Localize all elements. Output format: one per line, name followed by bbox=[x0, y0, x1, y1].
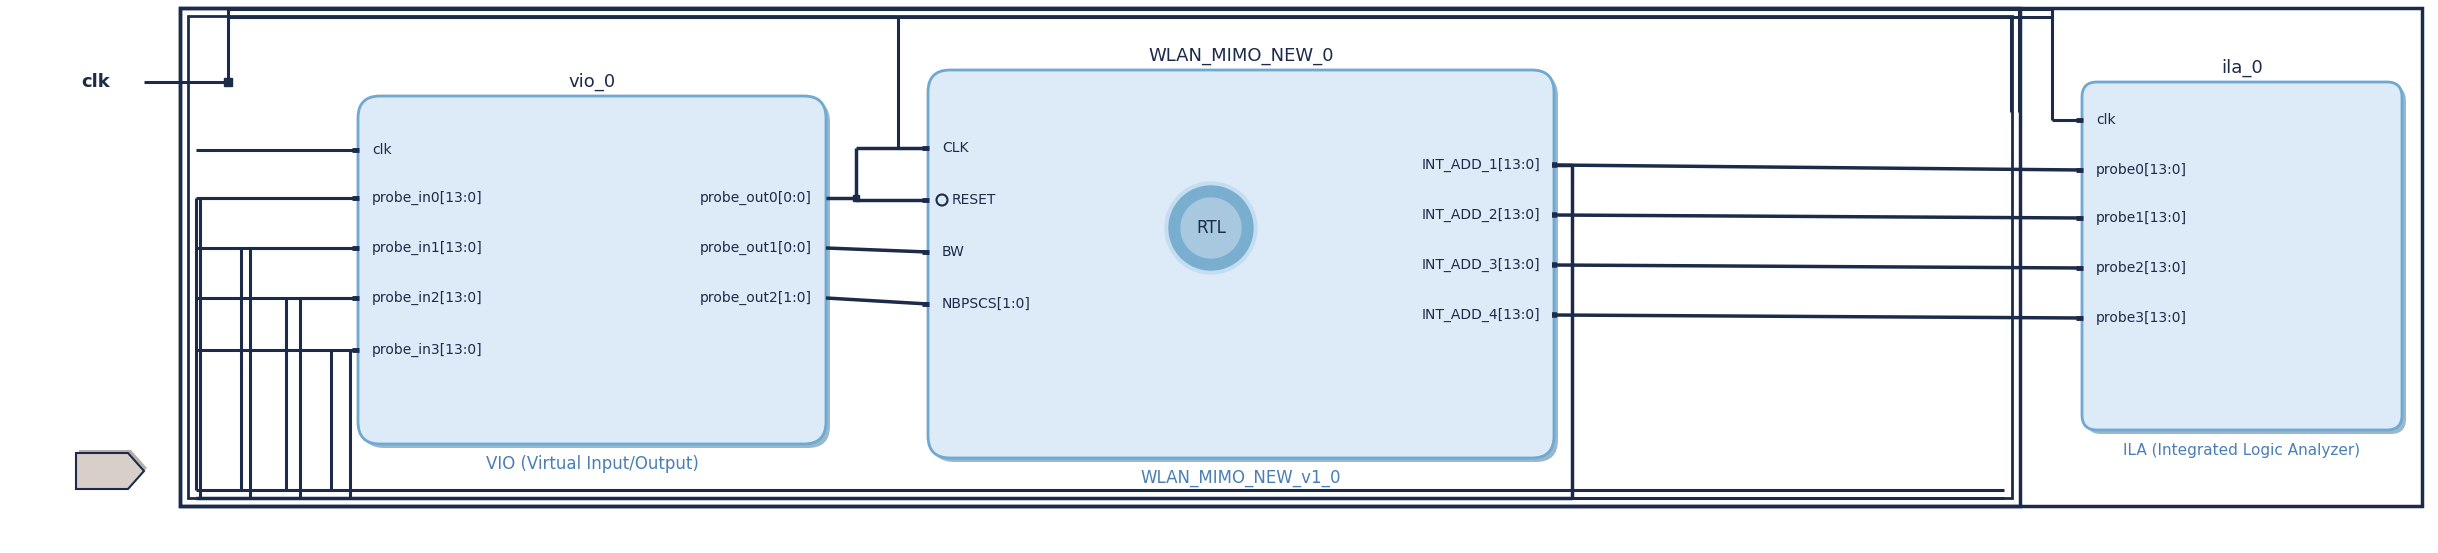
Text: WLAN_MIMO_NEW_v1_0: WLAN_MIMO_NEW_v1_0 bbox=[1141, 469, 1341, 487]
Text: RESET: RESET bbox=[951, 193, 997, 207]
Text: vio_0: vio_0 bbox=[568, 73, 614, 91]
Polygon shape bbox=[76, 453, 144, 489]
Text: CLK: CLK bbox=[941, 141, 968, 155]
Text: probe_in2[13:0]: probe_in2[13:0] bbox=[373, 291, 483, 305]
Bar bbox=[188, 16, 2011, 498]
FancyBboxPatch shape bbox=[929, 70, 1553, 458]
Text: RTL: RTL bbox=[1197, 219, 1226, 237]
Text: BW: BW bbox=[941, 245, 965, 259]
Circle shape bbox=[1168, 186, 1253, 270]
Text: probe_in1[13:0]: probe_in1[13:0] bbox=[373, 241, 483, 255]
Text: VIO (Virtual Input/Output): VIO (Virtual Input/Output) bbox=[485, 455, 697, 473]
Text: probe2[13:0]: probe2[13:0] bbox=[2097, 261, 2187, 275]
Polygon shape bbox=[78, 450, 146, 486]
Text: probe_in0[13:0]: probe_in0[13:0] bbox=[373, 191, 483, 205]
FancyBboxPatch shape bbox=[361, 100, 829, 448]
Circle shape bbox=[1180, 198, 1241, 258]
Text: probe0[13:0]: probe0[13:0] bbox=[2097, 163, 2187, 177]
FancyBboxPatch shape bbox=[2087, 86, 2406, 434]
Text: probe_out0[0:0]: probe_out0[0:0] bbox=[700, 191, 812, 205]
Text: ila_0: ila_0 bbox=[2221, 59, 2262, 77]
Circle shape bbox=[1165, 182, 1258, 274]
Text: clk: clk bbox=[2097, 113, 2116, 127]
Text: probe3[13:0]: probe3[13:0] bbox=[2097, 311, 2187, 325]
Text: probe1[13:0]: probe1[13:0] bbox=[2097, 211, 2187, 225]
Text: INT_ADD_3[13:0]: INT_ADD_3[13:0] bbox=[1421, 258, 1541, 272]
Text: probe_out1[0:0]: probe_out1[0:0] bbox=[700, 241, 812, 255]
Text: INT_ADD_4[13:0]: INT_ADD_4[13:0] bbox=[1421, 308, 1541, 322]
Text: ILA (Integrated Logic Analyzer): ILA (Integrated Logic Analyzer) bbox=[2123, 442, 2360, 457]
Text: NBPSCS[1:0]: NBPSCS[1:0] bbox=[941, 297, 1031, 311]
Text: probe_in3[13:0]: probe_in3[13:0] bbox=[373, 343, 483, 357]
Text: INT_ADD_1[13:0]: INT_ADD_1[13:0] bbox=[1421, 158, 1541, 172]
Text: clk: clk bbox=[80, 73, 110, 91]
Text: WLAN_MIMO_NEW_0: WLAN_MIMO_NEW_0 bbox=[1148, 47, 1334, 65]
FancyBboxPatch shape bbox=[358, 96, 826, 444]
FancyBboxPatch shape bbox=[2082, 82, 2401, 430]
Text: probe_out2[1:0]: probe_out2[1:0] bbox=[700, 291, 812, 305]
Text: clk: clk bbox=[373, 143, 393, 157]
FancyBboxPatch shape bbox=[931, 74, 1558, 462]
Text: INT_ADD_2[13:0]: INT_ADD_2[13:0] bbox=[1421, 208, 1541, 222]
Bar bbox=[180, 8, 2021, 506]
